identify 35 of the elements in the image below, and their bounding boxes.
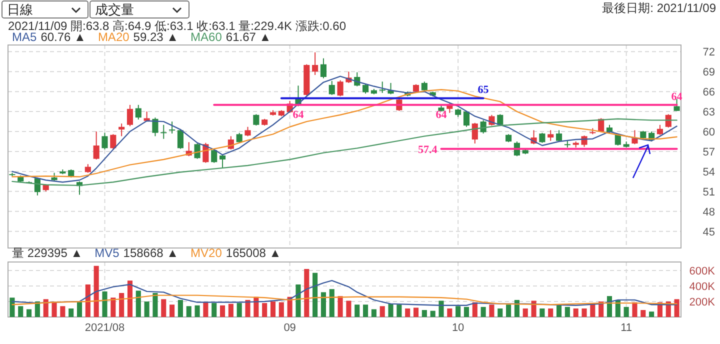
y-tick-label: 69 (702, 66, 715, 79)
y-tick-label: 400K (689, 281, 716, 294)
x-tick-label: 10 (452, 322, 464, 334)
y-tick-label: 600K (689, 266, 716, 278)
data-label: 64 (671, 90, 683, 103)
data-label: 64 (292, 108, 304, 121)
y-tick-label: 54 (702, 166, 715, 178)
x-tick-label: 09 (284, 322, 296, 334)
text: MV5 (94, 246, 120, 260)
x-tick-label: 11 (620, 322, 632, 334)
y-tick-label: 60 (702, 126, 715, 139)
annotation: 量 229395 ▲ (12, 246, 83, 260)
text: 成交量 (95, 2, 134, 17)
y-tick-label: 72 (702, 46, 715, 59)
y-tick-label: 66 (702, 86, 715, 99)
text: 最後日期: 2021/11/09 (602, 1, 716, 15)
y-tick-label: 57 (702, 146, 715, 158)
data-label: 65 (478, 84, 490, 96)
y-tick-label: 45 (702, 226, 715, 238)
annotation: 165008 ▲ (226, 246, 282, 260)
text: 日線 (7, 2, 33, 17)
chart-subtitle: 2021/11/09 開:63.8 高:64.9 低:63.1 收:63.1 量:229.4K 漲跌:0.60 (8, 19, 346, 33)
x-tick-label: 2021/08 (84, 322, 125, 334)
y-tick-label: 63 (702, 106, 715, 119)
y-tick-label: 51 (702, 186, 715, 198)
text: MV20 (190, 246, 222, 260)
data-label: 57.4 (418, 144, 438, 156)
text: 61.67 ▲ (226, 30, 272, 44)
y-tick-label: 48 (702, 206, 715, 218)
text: MA20 (98, 30, 130, 44)
annotation: 158668 ▲ (123, 246, 179, 260)
y-tick-label: 200K (689, 296, 716, 309)
text: MA5 (12, 30, 37, 44)
text: MA60 (190, 30, 222, 44)
data-label: 64 (436, 108, 448, 121)
